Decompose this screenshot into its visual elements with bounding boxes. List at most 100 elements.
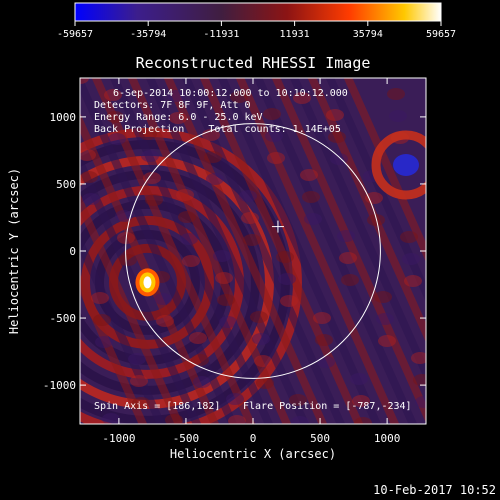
fringe-blob bbox=[215, 272, 233, 284]
fringe-blob bbox=[252, 333, 270, 345]
fringe-band bbox=[145, 78, 310, 424]
flare-peak-core bbox=[143, 276, 152, 289]
fringe-band bbox=[127, 78, 292, 424]
fringe-blob bbox=[317, 356, 335, 368]
fringe-blob bbox=[243, 234, 261, 246]
fringe-blob bbox=[228, 415, 246, 424]
fringe-blob bbox=[143, 172, 161, 184]
fringe-blob bbox=[167, 90, 185, 102]
x-tick-label: -1000 bbox=[102, 432, 135, 445]
fringe-blob bbox=[389, 110, 407, 122]
fringe-blob bbox=[291, 416, 309, 424]
fringe-blob bbox=[206, 173, 224, 185]
fringe-blob bbox=[387, 88, 405, 100]
colorbar-tick-label: -11931 bbox=[203, 29, 239, 40]
fringe-blob bbox=[230, 91, 248, 103]
spin-axis-label: Spin Axis = [186,182] bbox=[94, 401, 220, 412]
fringe-blob bbox=[256, 377, 274, 389]
fringe-blob bbox=[341, 274, 359, 286]
x-tick-label: 500 bbox=[310, 432, 330, 445]
colorbar-tick-label: 59657 bbox=[426, 29, 456, 40]
fringe-blob bbox=[413, 374, 426, 386]
fringe-band bbox=[271, 78, 426, 423]
fringe-band bbox=[307, 78, 426, 343]
fringe-blob bbox=[80, 149, 96, 161]
fringe-blob bbox=[119, 254, 137, 266]
fringe-blob bbox=[400, 231, 418, 243]
x-axis-label: Heliocentric X (arcsec) bbox=[170, 447, 336, 461]
fringe-blob bbox=[415, 396, 426, 408]
fringe-blob bbox=[80, 171, 98, 183]
fringe-blob bbox=[404, 275, 422, 287]
fringe-blob bbox=[354, 417, 372, 424]
fringe-blob bbox=[154, 293, 172, 305]
fringe-blob bbox=[130, 375, 148, 387]
fringe-band bbox=[289, 78, 426, 383]
annotation-energy-range: Energy Range: 6.0 - 25.0 keV bbox=[94, 112, 263, 123]
fringe-blob bbox=[254, 355, 272, 367]
annotation-detectors: Detectors: 7F 8F 9F, Att 0 bbox=[94, 100, 251, 111]
fringe-blob bbox=[374, 291, 392, 303]
fringe-band bbox=[80, 233, 166, 424]
fringe-band bbox=[217, 78, 382, 424]
fringe-blob bbox=[378, 335, 396, 347]
fringe-blob bbox=[219, 316, 237, 328]
annotation-time-range: 6-Sep-2014 10:00:12.000 to 10:10:12.000 bbox=[113, 88, 348, 99]
fringe-blob bbox=[267, 152, 285, 164]
solar-limb-circle bbox=[125, 123, 381, 379]
fringe-band bbox=[109, 78, 274, 424]
fringe-blob bbox=[217, 294, 235, 306]
fringe-blob bbox=[241, 212, 259, 224]
fringe-band bbox=[199, 78, 364, 424]
fringe-blob bbox=[115, 210, 133, 222]
heatmap-image bbox=[80, 78, 426, 424]
fringe-blob bbox=[189, 332, 207, 344]
fringe-blob bbox=[300, 169, 318, 181]
colorbar-tick-label: 11931 bbox=[280, 29, 310, 40]
fringe-blob bbox=[176, 189, 194, 201]
fringe-blob bbox=[132, 397, 150, 409]
fringe-blob bbox=[91, 292, 109, 304]
fringe-blob bbox=[156, 315, 174, 327]
y-axis-label: Heliocentric Y (arcsec) bbox=[7, 168, 21, 334]
fringe-blob bbox=[226, 393, 244, 405]
fringe-blob bbox=[376, 313, 394, 325]
fringe-blob bbox=[165, 414, 183, 424]
fringe-blob bbox=[169, 112, 187, 124]
fringe-blob bbox=[411, 352, 426, 364]
fringe-blob bbox=[367, 214, 385, 226]
fringe-blob bbox=[293, 92, 311, 104]
fringe-blob bbox=[80, 78, 89, 84]
fringe-blob bbox=[128, 353, 146, 365]
y-tick-label: -500 bbox=[50, 312, 77, 325]
y-tick-label: 1000 bbox=[50, 111, 77, 124]
fringe-blob bbox=[145, 194, 163, 206]
colorbar-tick-label: -35794 bbox=[130, 29, 166, 40]
fringe-blob bbox=[313, 312, 331, 324]
flare-position-label: Flare Position = [-787,-234] bbox=[243, 401, 412, 412]
chart-title: Reconstructed RHESSI Image bbox=[136, 54, 371, 72]
x-axis-ticks: -1000 -500 0 500 1000 bbox=[102, 78, 400, 445]
fringe-band bbox=[343, 78, 426, 263]
y-tick-label: 0 bbox=[69, 245, 76, 258]
fringe-blob bbox=[302, 191, 320, 203]
fringe-blob bbox=[141, 150, 159, 162]
fringe-blob bbox=[263, 108, 281, 120]
fringe-blob bbox=[289, 394, 307, 406]
fringe-blob bbox=[328, 131, 346, 143]
colorbar-tick-label: -59657 bbox=[57, 29, 93, 40]
fringe-blob bbox=[280, 295, 298, 307]
fringe-blob bbox=[108, 133, 126, 145]
spin-axis-marker bbox=[271, 220, 284, 233]
fringe-blob bbox=[95, 336, 113, 348]
fringe-band bbox=[80, 153, 202, 424]
x-tick-label: 0 bbox=[250, 432, 257, 445]
fringe-blob bbox=[213, 250, 231, 262]
fringe-blob bbox=[276, 251, 294, 263]
fringe-blob bbox=[191, 354, 209, 366]
y-tick-label: 500 bbox=[56, 178, 76, 191]
fringe-band bbox=[181, 78, 346, 424]
fringe-blob bbox=[350, 373, 368, 385]
fringe-blob bbox=[182, 255, 200, 267]
